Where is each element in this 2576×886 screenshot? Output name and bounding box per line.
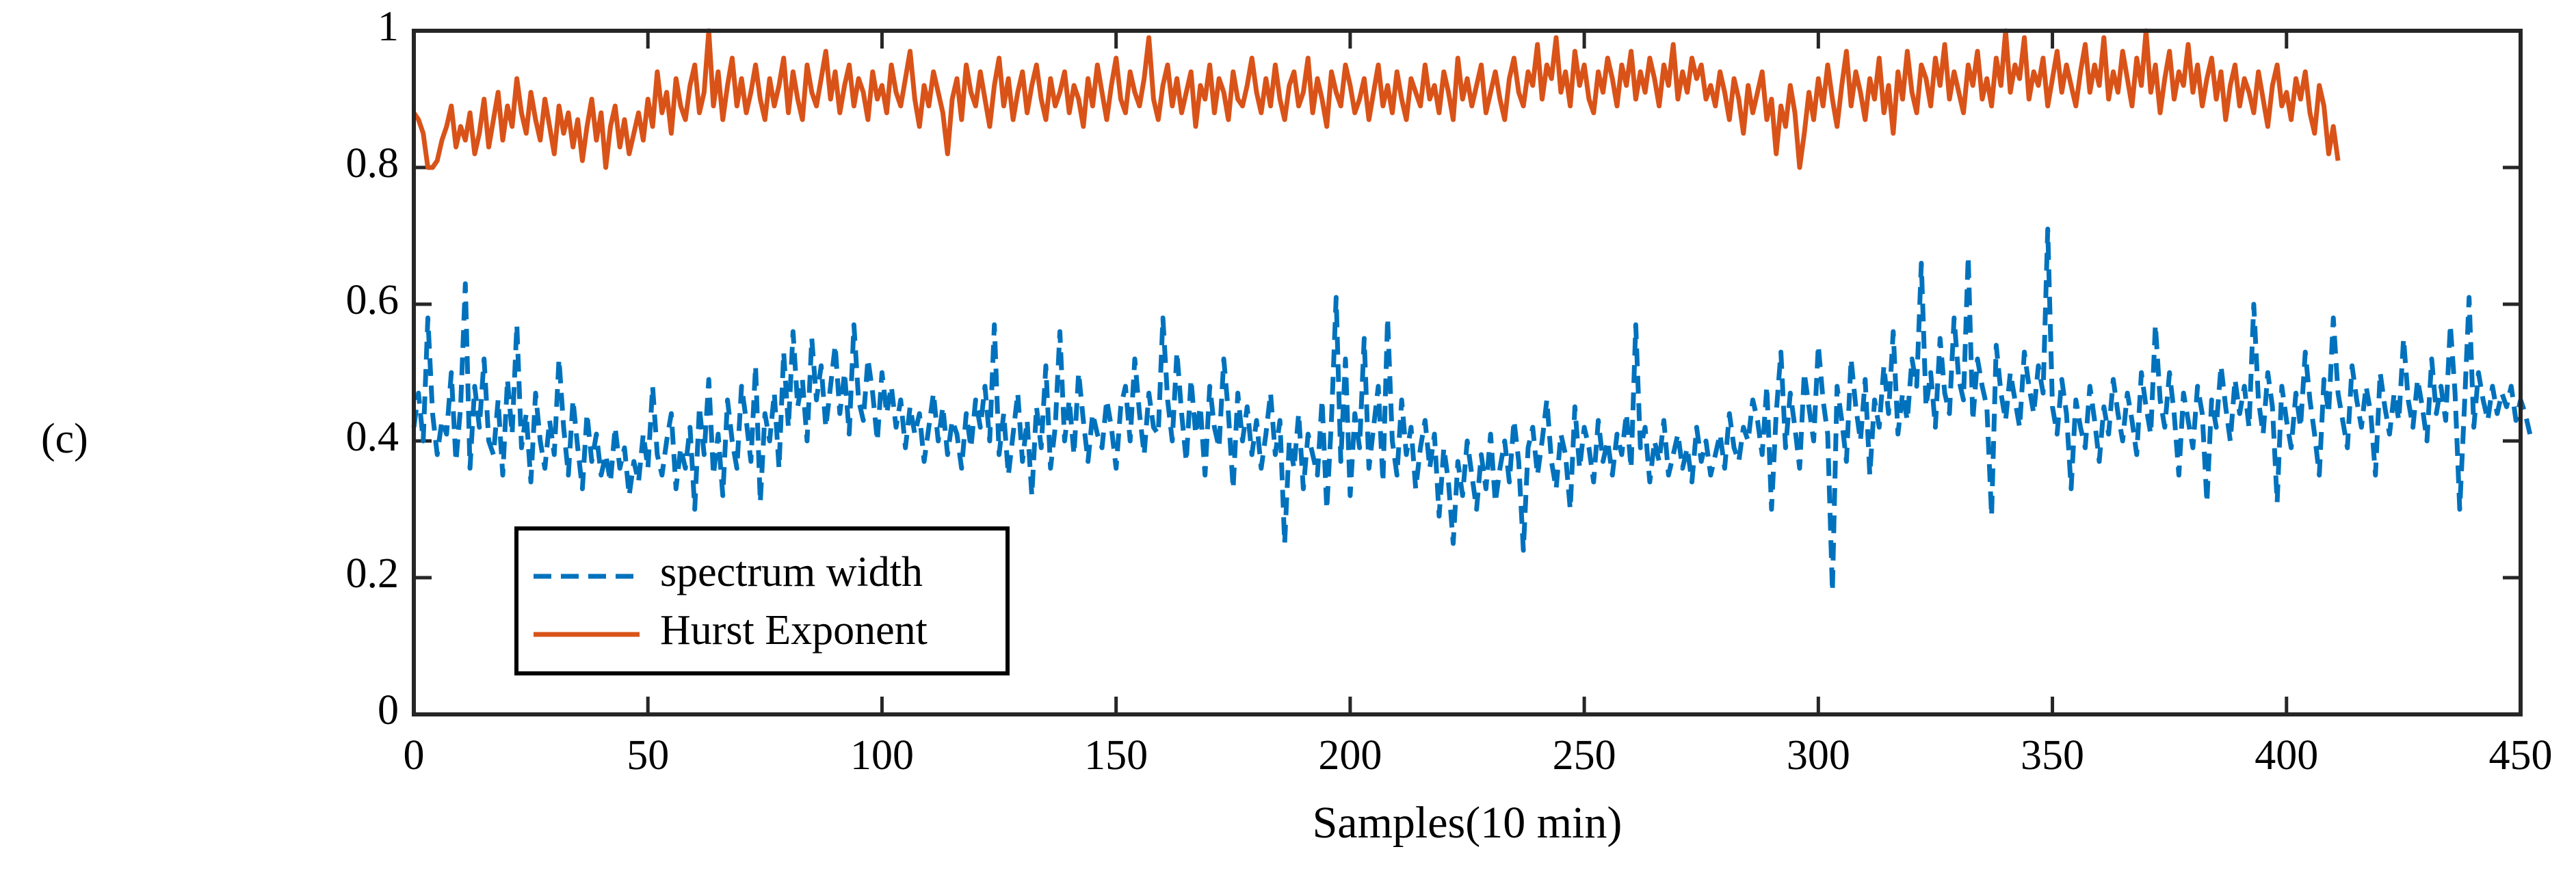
- plot-area: 0 50 100 150 200 250 300 350 400 450 0 0.2 0.4 0.6 0.…: [346, 3, 2553, 779]
- x-tick-labels: 0 50 100 150 200 250 300 350 400 450: [404, 732, 2553, 779]
- y-tick-label: 0: [378, 687, 399, 734]
- x-tick-label: 0: [404, 732, 425, 779]
- x-tick-label: 100: [850, 732, 914, 779]
- series-line-spectrum-width: [411, 226, 2533, 594]
- axes-box: [412, 29, 2523, 716]
- x-tick-label: 350: [2021, 732, 2084, 779]
- legend-label-hurst-exponent: Hurst Exponent: [660, 607, 928, 654]
- x-axis-label: Samples(10 min): [1313, 798, 1622, 848]
- legend: spectrum width Hurst Exponent: [514, 526, 1010, 675]
- x-tick-label: 250: [1553, 732, 1616, 779]
- x-tick-label: 450: [2489, 732, 2553, 779]
- y-tick-labels: 0 0.2 0.4 0.6 0.8 1: [346, 3, 399, 734]
- y-tick-label: 0.8: [346, 140, 399, 187]
- legend-label-spectrum-width: spectrum width: [660, 549, 923, 595]
- x-tick-label: 400: [2255, 732, 2318, 779]
- x-tick-label: 150: [1084, 732, 1148, 779]
- x-tick-label: 50: [627, 732, 669, 779]
- panel-label: (c): [41, 416, 88, 462]
- series-layer: [411, 28, 2533, 594]
- legend-box: [514, 526, 1010, 675]
- y-tick-label: 0.6: [346, 277, 399, 323]
- x-tick-label: 300: [1787, 732, 1850, 779]
- x-tick-label: 200: [1318, 732, 1382, 779]
- y-tick-label: 0.2: [346, 550, 399, 597]
- y-tick-label: 1: [378, 3, 399, 50]
- series-line-hurst-exponent: [412, 28, 2341, 170]
- y-tick-label: 0.4: [346, 414, 399, 460]
